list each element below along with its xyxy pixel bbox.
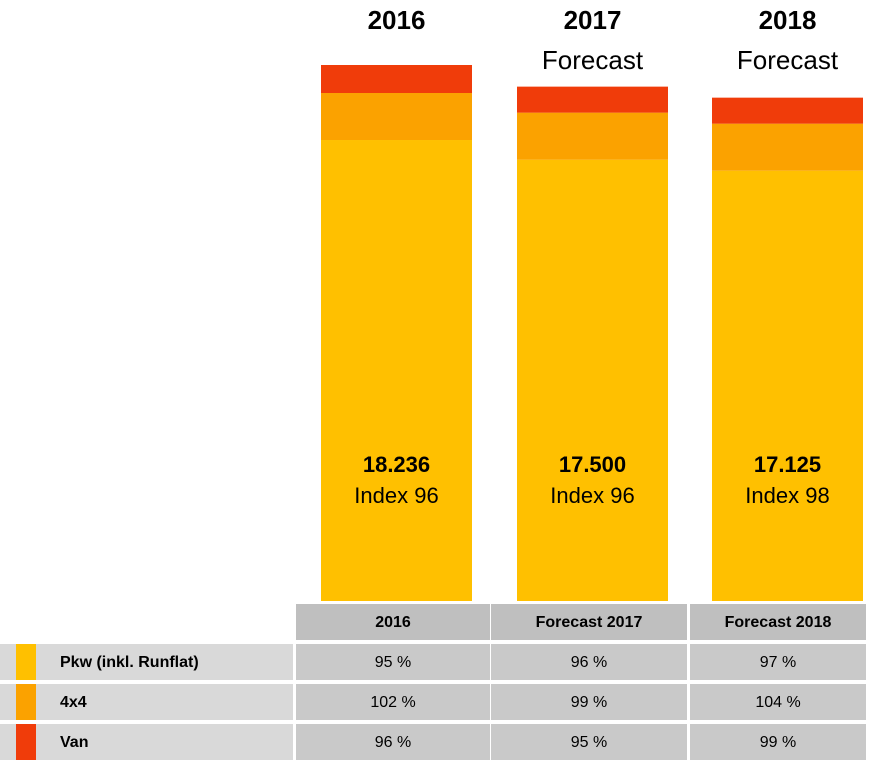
- table-cell: [690, 724, 866, 760]
- category-label: 2018: [759, 5, 817, 35]
- total-label: 17.125: [754, 452, 821, 477]
- bar-segment: [321, 93, 472, 141]
- index-label: Index 96: [354, 483, 438, 508]
- table-header-cell: [690, 604, 866, 640]
- table-value: 102 %: [370, 694, 415, 711]
- bar-segment: [517, 112, 668, 160]
- table-value: 95 %: [375, 654, 411, 671]
- total-label: 17.500: [559, 452, 626, 477]
- bar-segment: [712, 97, 863, 124]
- category-label: 2016: [368, 5, 426, 35]
- table-header: 2016: [375, 614, 411, 631]
- table-header-cell: [296, 604, 490, 640]
- bar-segment: [517, 159, 668, 601]
- legend-swatch: [16, 644, 36, 680]
- table-cell: [491, 724, 687, 760]
- bar-segment: [517, 86, 668, 113]
- table-value: 97 %: [760, 654, 796, 671]
- category-note: Forecast: [542, 45, 644, 75]
- bar-segment: [321, 140, 472, 601]
- bar-segment: [712, 170, 863, 601]
- table-value: 96 %: [571, 654, 607, 671]
- table-header-cell: [491, 604, 687, 640]
- table-value: 96 %: [375, 734, 411, 751]
- legend-swatch: [16, 684, 36, 720]
- legend-swatch: [16, 724, 36, 760]
- legend-label: Van: [60, 734, 88, 751]
- legend-label: Pkw (inkl. Runflat): [60, 654, 199, 671]
- category-label: 2017: [564, 5, 622, 35]
- table-value: 95 %: [571, 734, 607, 751]
- legend-cell: [0, 644, 293, 680]
- table-header: Forecast 2018: [725, 614, 832, 631]
- legend-label: 4x4: [60, 694, 87, 711]
- total-label: 18.236: [363, 452, 430, 477]
- table-cell: [491, 644, 687, 680]
- bar-segment: [712, 123, 863, 171]
- index-label: Index 96: [550, 483, 634, 508]
- table-cell: [296, 644, 490, 680]
- table-cell: [296, 724, 490, 760]
- table-cell: [491, 684, 687, 720]
- table-cell: [690, 644, 866, 680]
- table-cell: [296, 684, 490, 720]
- legend-cell: [0, 724, 293, 760]
- table-value: 104 %: [755, 694, 800, 711]
- bar-segment: [321, 65, 472, 94]
- table-value: 99 %: [760, 734, 796, 751]
- table-cell: [690, 684, 866, 720]
- table-value: 99 %: [571, 694, 607, 711]
- table-header: Forecast 2017: [536, 614, 643, 631]
- category-note: Forecast: [737, 45, 839, 75]
- index-label: Index 98: [745, 483, 829, 508]
- legend-cell: [0, 684, 293, 720]
